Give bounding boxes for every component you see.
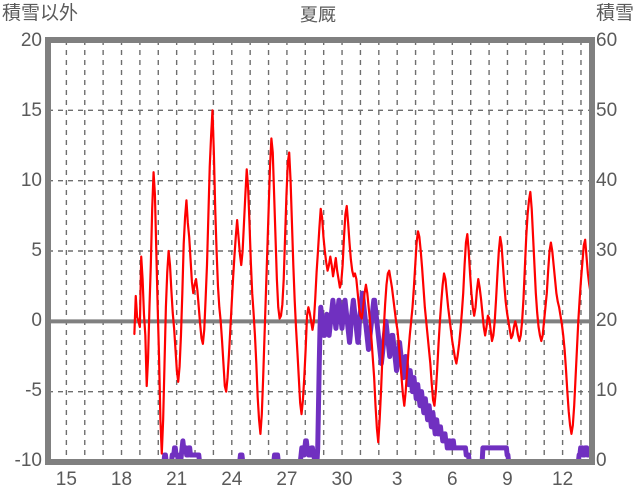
x-tick-3: 24 (221, 469, 243, 490)
temperature-series (133, 109, 594, 455)
left-tick-6: -10 (14, 450, 42, 471)
right-tick-4: 20 (596, 310, 618, 331)
page-title: 夏厩 (300, 5, 336, 25)
plot-frame (45, 37, 595, 465)
gridlines (48, 40, 592, 462)
x-tick-9: 12 (552, 469, 574, 490)
right-axis-title: 積雪 (595, 3, 634, 24)
x-tick-5: 30 (331, 469, 353, 490)
right-tick-3: 30 (596, 240, 618, 261)
x-tick-8: 9 (502, 469, 513, 490)
x-tick-4: 27 (276, 469, 298, 490)
x-tick-1: 18 (110, 469, 133, 490)
left-tick-4: 0 (31, 310, 42, 331)
temperature-line (133, 109, 594, 455)
plot-border (45, 37, 595, 465)
right-tick-2: 40 (596, 170, 618, 191)
left-tick-0: 20 (20, 30, 42, 51)
right-tick-1: 50 (596, 100, 618, 121)
right-tick-0: 60 (596, 30, 618, 51)
right-tick-5: 10 (596, 380, 618, 401)
x-tick-2: 21 (166, 469, 188, 490)
right-tick-6: 0 (596, 450, 607, 471)
left-tick-3: 5 (31, 240, 42, 261)
x-tick-7: 6 (447, 469, 458, 490)
x-tick-6: 3 (391, 469, 403, 490)
x-tick-0: 15 (55, 469, 77, 490)
left-tick-2: 10 (20, 170, 42, 191)
left-tick-1: 15 (20, 100, 42, 121)
left-tick-5: -5 (25, 380, 42, 401)
left-axis-title: 積雪以外 (2, 3, 79, 24)
